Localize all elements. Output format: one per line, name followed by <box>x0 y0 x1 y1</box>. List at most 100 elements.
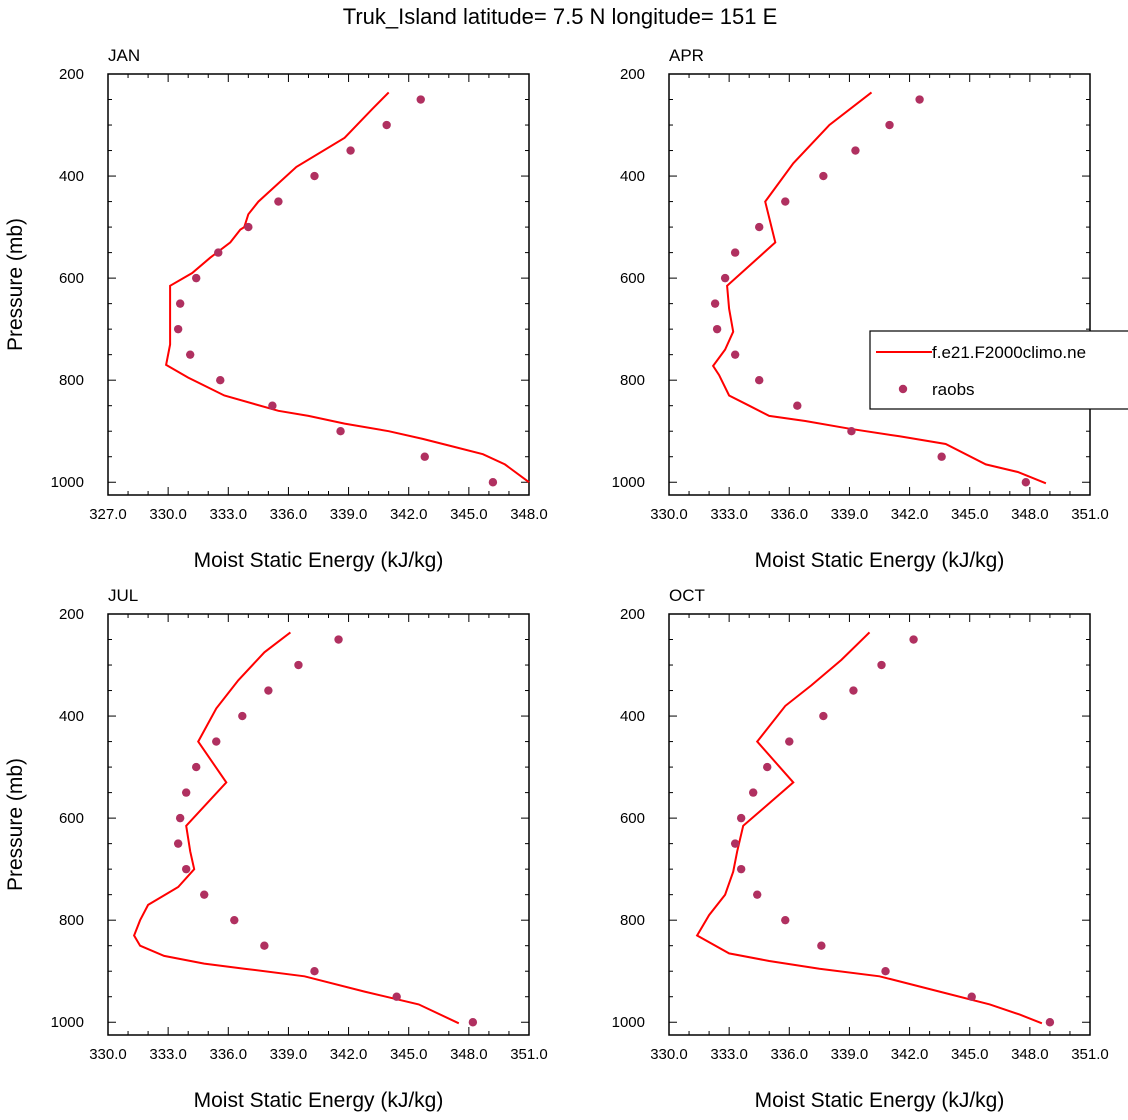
raobs-point <box>260 941 269 950</box>
x-tick-label: 351.0 <box>1071 506 1109 523</box>
raobs-point <box>763 762 772 772</box>
raobs-point <box>720 273 730 283</box>
chart-title: Truk_Island latitude= 7.5 N longitude= 1… <box>343 4 778 29</box>
raobs-point <box>785 737 794 746</box>
raobs-point <box>881 967 890 976</box>
raobs-point <box>310 967 319 976</box>
raobs-point <box>334 635 343 644</box>
raobs-point <box>310 171 319 181</box>
y-tick-label: 200 <box>620 66 645 83</box>
raobs-point <box>420 452 429 461</box>
x-tick-label: 342.0 <box>330 1046 368 1063</box>
x-tick-label: 348.0 <box>450 1046 488 1063</box>
y-tick-label: 1000 <box>51 474 84 491</box>
panel-label: JAN <box>108 46 140 65</box>
raobs-point <box>817 941 826 950</box>
raobs-point <box>244 222 253 232</box>
model-series-line <box>711 91 1047 485</box>
x-tick-label: 330.0 <box>650 506 688 523</box>
raobs-point <box>793 401 802 410</box>
raobs-point <box>173 839 183 848</box>
y-tick-label: 600 <box>620 810 645 827</box>
raobs-point <box>819 711 828 721</box>
y-axis-label: Pressure (mb) <box>4 218 27 351</box>
raobs-point <box>336 427 345 436</box>
y-tick-label: 400 <box>620 708 645 725</box>
raobs-point <box>730 839 740 848</box>
panel-label: APR <box>669 46 704 65</box>
y-tick-label: 1000 <box>612 474 645 491</box>
raobs-point <box>781 197 790 206</box>
plot-frame <box>668 73 1091 496</box>
raobs-point <box>181 788 191 797</box>
x-tick-label: 342.0 <box>891 506 929 523</box>
y-tick-label: 1000 <box>612 1014 645 1031</box>
x-axis-label: Moist Static Energy (kJ/kg) <box>755 549 1005 572</box>
x-tick-label: 342.0 <box>390 506 428 523</box>
raobs-point <box>274 197 283 206</box>
model-series-line <box>164 91 530 484</box>
raobs-point <box>200 890 209 899</box>
y-tick-label: 600 <box>59 270 84 287</box>
raobs-point <box>730 248 740 257</box>
panel-label: OCT <box>669 586 705 605</box>
raobs-point <box>730 350 740 359</box>
raobs-point <box>1021 478 1031 487</box>
raobs-point <box>915 95 924 104</box>
raobs-point <box>1045 1018 1055 1027</box>
x-axis-label: Moist Static Energy (kJ/kg) <box>194 1089 444 1112</box>
raobs-point <box>346 146 355 155</box>
x-tick-label: 348.0 <box>1011 1046 1049 1063</box>
x-tick-label: 330.0 <box>650 1046 688 1063</box>
x-tick-label: 339.0 <box>330 506 368 523</box>
raobs-point <box>967 992 976 1001</box>
x-tick-label: 339.0 <box>270 1046 308 1063</box>
raobs-point <box>877 660 886 670</box>
raobs-point <box>847 427 856 436</box>
raobs-point <box>192 273 201 283</box>
x-axis-label: Moist Static Energy (kJ/kg) <box>194 549 444 572</box>
x-tick-label: 339.0 <box>831 1046 869 1063</box>
x-tick-label: 336.0 <box>771 506 809 523</box>
x-tick-label: 336.0 <box>771 1046 809 1063</box>
raobs-point <box>216 375 225 385</box>
y-tick-label: 400 <box>620 168 645 185</box>
x-tick-label: 345.0 <box>951 1046 989 1063</box>
raobs-point <box>937 452 946 461</box>
legend-label-model: f.e21.F2000climo.ne <box>932 343 1086 362</box>
raobs-point <box>736 813 746 823</box>
raobs-point <box>294 660 303 670</box>
x-tick-label: 351.0 <box>1071 1046 1109 1063</box>
raobs-point <box>268 401 277 410</box>
panel-jul: 330.0 333.0 336.0 339.0 342.0 345.0 348.0 351.0… <box>4 586 548 1112</box>
y-tick-label: 800 <box>59 912 84 929</box>
x-tick-label: 348.0 <box>1011 506 1049 523</box>
x-tick-label: 339.0 <box>831 506 869 523</box>
x-tick-label: 327.0 <box>89 506 127 523</box>
plot-frame <box>668 613 1091 1036</box>
raobs-point <box>781 915 790 925</box>
raobs-point <box>909 635 918 644</box>
panel-oct: 330.0 333.0 336.0 339.0 342.0 345.0 348.0 351.0… <box>612 586 1109 1112</box>
x-tick-label: 348.0 <box>510 506 548 523</box>
legend-marker-swatch <box>898 384 908 394</box>
raobs-point <box>849 686 858 695</box>
raobs-point <box>185 350 195 359</box>
raobs-point <box>416 95 425 104</box>
y-tick-label: 400 <box>59 168 84 185</box>
x-tick-label: 333.0 <box>210 506 248 523</box>
x-tick-label: 330.0 <box>89 1046 127 1063</box>
raobs-point <box>382 120 391 130</box>
raobs-point <box>755 222 764 232</box>
x-tick-label: 330.0 <box>149 506 187 523</box>
x-tick-label: 333.0 <box>710 506 748 523</box>
x-tick-label: 351.0 <box>510 1046 548 1063</box>
raobs-point <box>264 686 273 695</box>
y-axis-label: Pressure (mb) <box>4 758 27 891</box>
raobs-point <box>712 324 722 334</box>
x-tick-label: 333.0 <box>710 1046 748 1063</box>
x-tick-label: 345.0 <box>450 506 488 523</box>
panel-label: JUL <box>108 586 138 605</box>
raobs-point <box>851 146 860 155</box>
